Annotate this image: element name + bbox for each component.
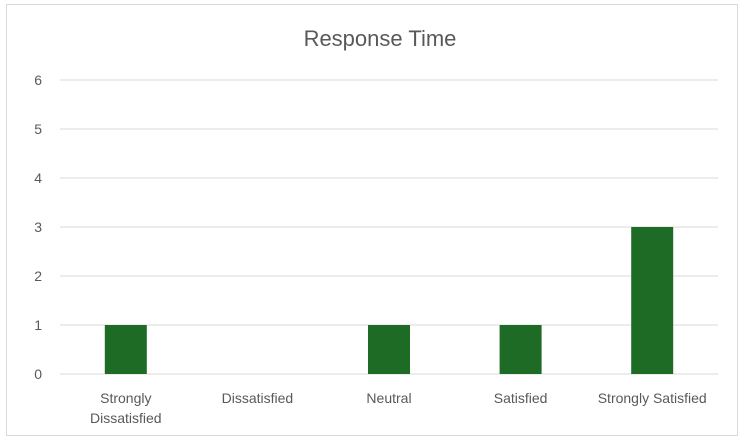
x-category-label: Dissatisfied [222, 390, 294, 406]
y-tick-label: 1 [34, 317, 42, 333]
x-category-label-line: Dissatisfied [222, 390, 294, 406]
bar-strongly-dissatisfied [104, 325, 147, 374]
bar-neutral [368, 325, 410, 374]
bar-strongly-satisfied [631, 227, 674, 374]
y-tick-label: 2 [34, 268, 42, 284]
x-category-label-line: Strongly Satisfied [598, 390, 707, 406]
x-category-label: Strongly Dissatisfied [90, 390, 162, 426]
chart-title: Response Time [304, 26, 457, 51]
y-tick-label: 5 [34, 121, 42, 137]
x-category-label: Strongly Satisfied [598, 390, 707, 406]
y-tick-label: 0 [34, 366, 42, 382]
bars [104, 227, 674, 374]
y-tick-label: 4 [34, 170, 42, 186]
gridlines [60, 79, 718, 375]
x-category-label: Satisfied [494, 390, 548, 406]
x-category-label-line: Satisfied [494, 390, 548, 406]
x-category-label-line: Dissatisfied [90, 410, 162, 426]
y-axis-ticks: 0 1 2 3 4 5 6 [34, 72, 42, 382]
x-category-label-line: Neutral [366, 390, 411, 406]
bar-satisfied [499, 325, 542, 374]
x-category-label-line: Strongly [100, 390, 151, 406]
y-tick-label: 3 [34, 219, 42, 235]
x-category-label: Neutral [366, 390, 411, 406]
y-tick-label: 6 [34, 72, 42, 88]
x-axis-labels: Strongly Dissatisfied Dissatisfied Neutral S… [90, 390, 707, 426]
